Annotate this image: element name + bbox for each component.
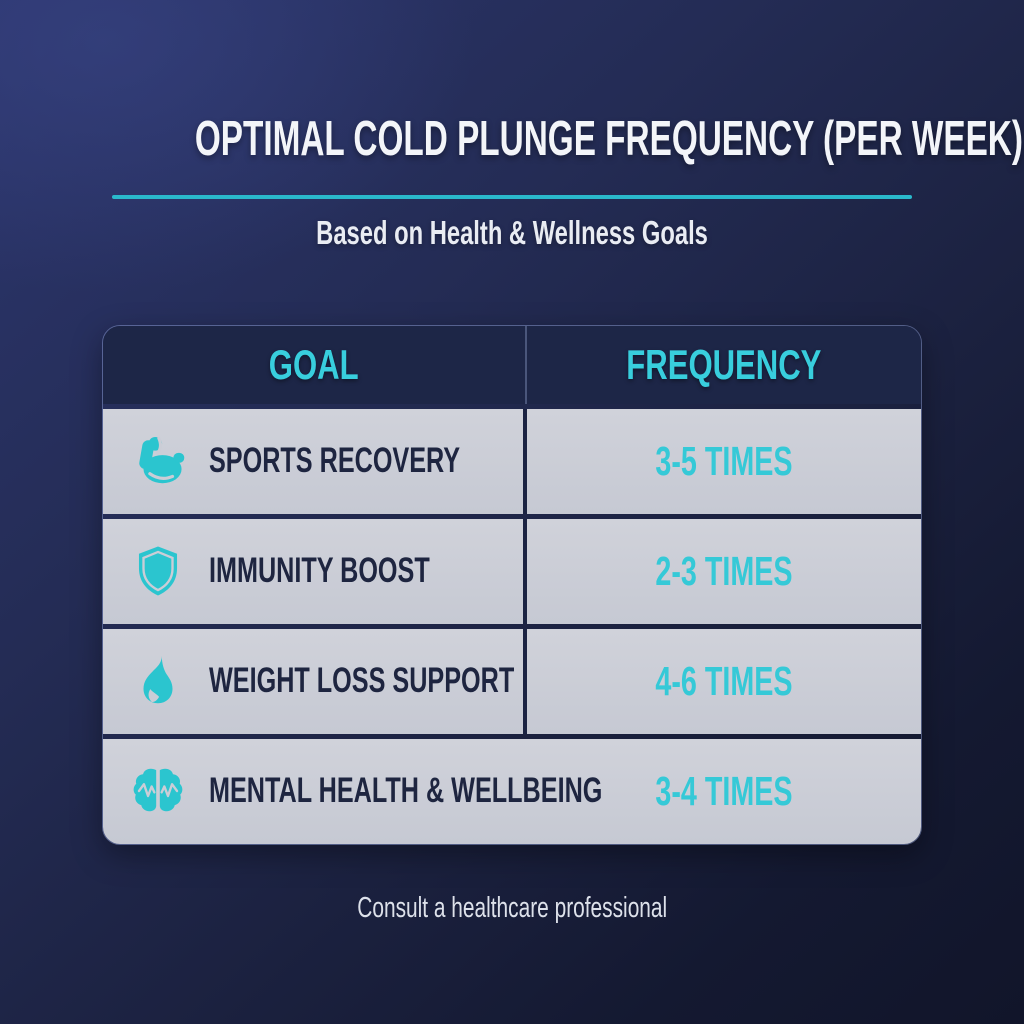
- goal-label: WEIGHT LOSS SUPPORT: [209, 661, 515, 701]
- frequency-value: 3-4 TIMES: [655, 767, 793, 814]
- frequency-cell: 3-4 TIMES: [527, 739, 921, 844]
- frequency-value: 4-6 TIMES: [655, 657, 793, 704]
- frequency-cell: 2-3 TIMES: [527, 519, 921, 624]
- table-row: IMMUNITY BOOST 2-3 TIMES: [103, 518, 921, 624]
- frequency-value: 3-5 TIMES: [655, 437, 793, 484]
- goal-cell: SPORTS RECOVERY: [103, 408, 527, 514]
- header-goal: GOAL: [103, 325, 527, 404]
- goal-cell: IMMUNITY BOOST: [103, 518, 527, 624]
- table-row: SPORTS RECOVERY 3-5 TIMES: [103, 408, 921, 514]
- goal-label: SPORTS RECOVERY: [209, 441, 461, 481]
- goal-cell: WEIGHT LOSS SUPPORT: [103, 628, 527, 734]
- table-row: MENTAL HEALTH & WELLBEING 3-4 TIMES: [103, 738, 921, 844]
- footer-note: Consult a healthcare professional: [357, 891, 667, 924]
- goal-cell: MENTAL HEALTH & WELLBEING: [103, 739, 602, 844]
- frequency-cell: 4-6 TIMES: [527, 629, 921, 734]
- frequency-value: 2-3 TIMES: [655, 547, 793, 594]
- frequency-cell: 3-5 TIMES: [527, 409, 921, 514]
- table-header: GOAL FREQUENCY: [103, 325, 921, 404]
- page-title: OPTIMAL COLD PLUNGE FREQUENCY (PER WEEK): [194, 112, 1023, 166]
- header-frequency: FREQUENCY: [626, 340, 822, 388]
- goal-label: IMMUNITY BOOST: [209, 551, 430, 591]
- flame-icon: [129, 652, 187, 710]
- goal-label: MENTAL HEALTH & WELLBEING: [209, 771, 603, 811]
- bicep-icon: [129, 432, 187, 490]
- frequency-table: GOAL FREQUENCY: [102, 324, 922, 845]
- title-underline: [112, 194, 912, 199]
- shield-icon: [129, 542, 187, 600]
- page-subtitle: Based on Health & Wellness Goals: [316, 213, 708, 251]
- table-row: WEIGHT LOSS SUPPORT 4-6 TIMES: [103, 628, 921, 734]
- brain-icon: [129, 762, 187, 820]
